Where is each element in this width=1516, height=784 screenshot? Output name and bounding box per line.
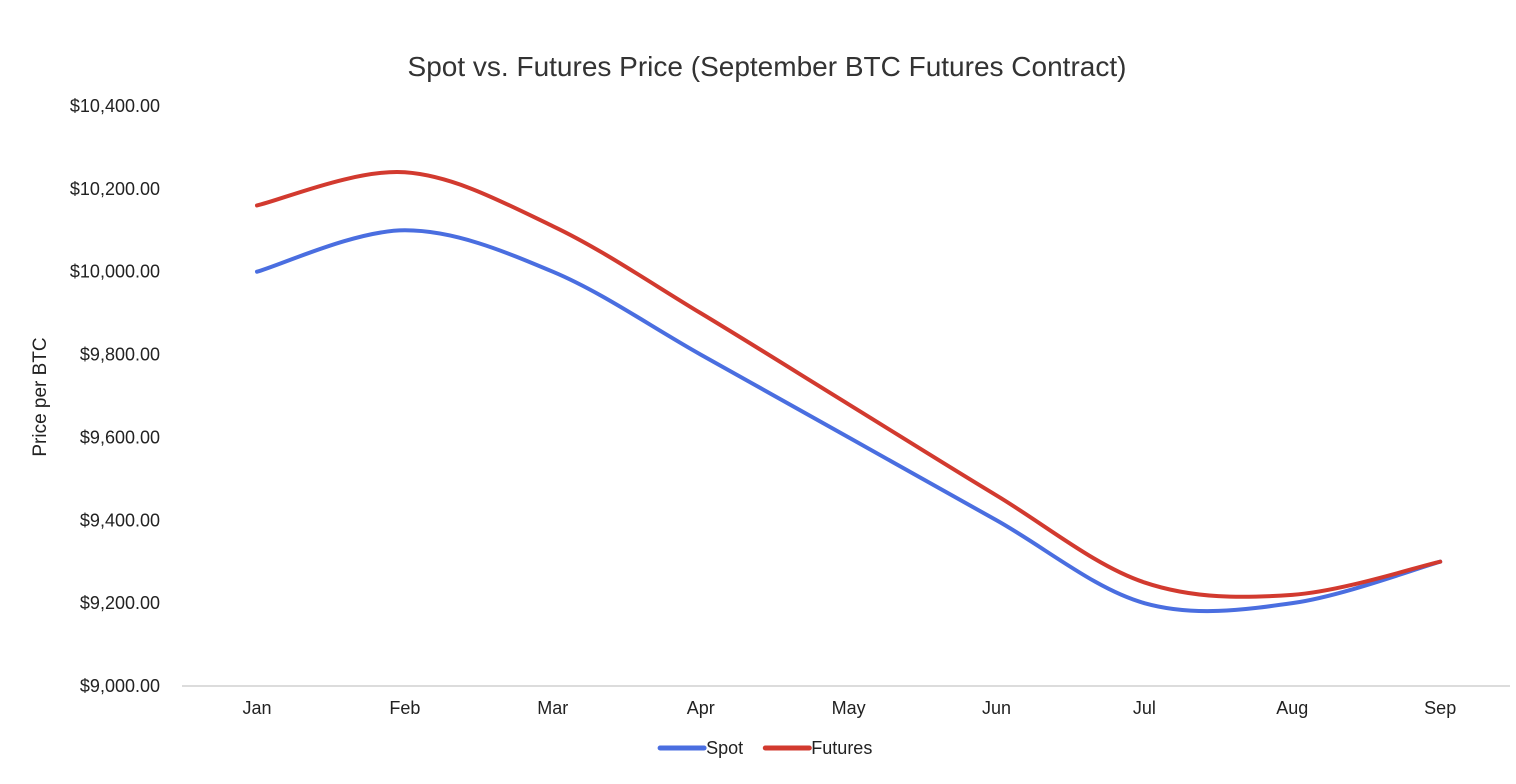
series-lines xyxy=(255,170,1443,614)
legend: Spot Futures xyxy=(657,738,872,758)
legend-label: Spot xyxy=(706,738,743,758)
x-tick-label: Jun xyxy=(982,698,1011,718)
y-tick-label: $10,200.00 xyxy=(70,179,160,199)
y-tick-label: $10,000.00 xyxy=(70,262,160,282)
x-tick-label: May xyxy=(832,698,866,718)
y-tick-label: $9,400.00 xyxy=(80,510,160,530)
x-tick-label: Jul xyxy=(1133,698,1156,718)
x-tick-label: Feb xyxy=(389,698,420,718)
y-axis-ticks: $9,000.00 $9,200.00 $9,400.00 $9,600.00 $9,8… xyxy=(70,96,160,696)
legend-item-futures: Futures xyxy=(762,738,872,758)
x-tick-label: Mar xyxy=(537,698,568,718)
x-tick-label: Apr xyxy=(687,698,715,718)
x-tick-label: Sep xyxy=(1424,698,1456,718)
x-tick-label: Aug xyxy=(1276,698,1308,718)
y-tick-label: $10,400.00 xyxy=(70,96,160,116)
legend-item-spot: Spot xyxy=(657,738,743,758)
x-axis-ticks: Jan Feb Mar Apr May Jun Jul Aug Sep xyxy=(242,698,1456,718)
y-tick-label: $9,800.00 xyxy=(80,345,160,365)
y-tick-label: $9,000.00 xyxy=(80,676,160,696)
y-tick-label: $9,200.00 xyxy=(80,593,160,613)
x-tick-label: Jan xyxy=(242,698,271,718)
series-line-spot xyxy=(255,228,1443,614)
y-tick-label: $9,600.00 xyxy=(80,427,160,447)
y-axis-label: Price per BTC xyxy=(30,337,51,456)
series-line-futures xyxy=(255,170,1443,599)
legend-label: Futures xyxy=(811,738,872,758)
chart-title: Spot vs. Futures Price (September BTC Fu… xyxy=(408,51,1127,82)
